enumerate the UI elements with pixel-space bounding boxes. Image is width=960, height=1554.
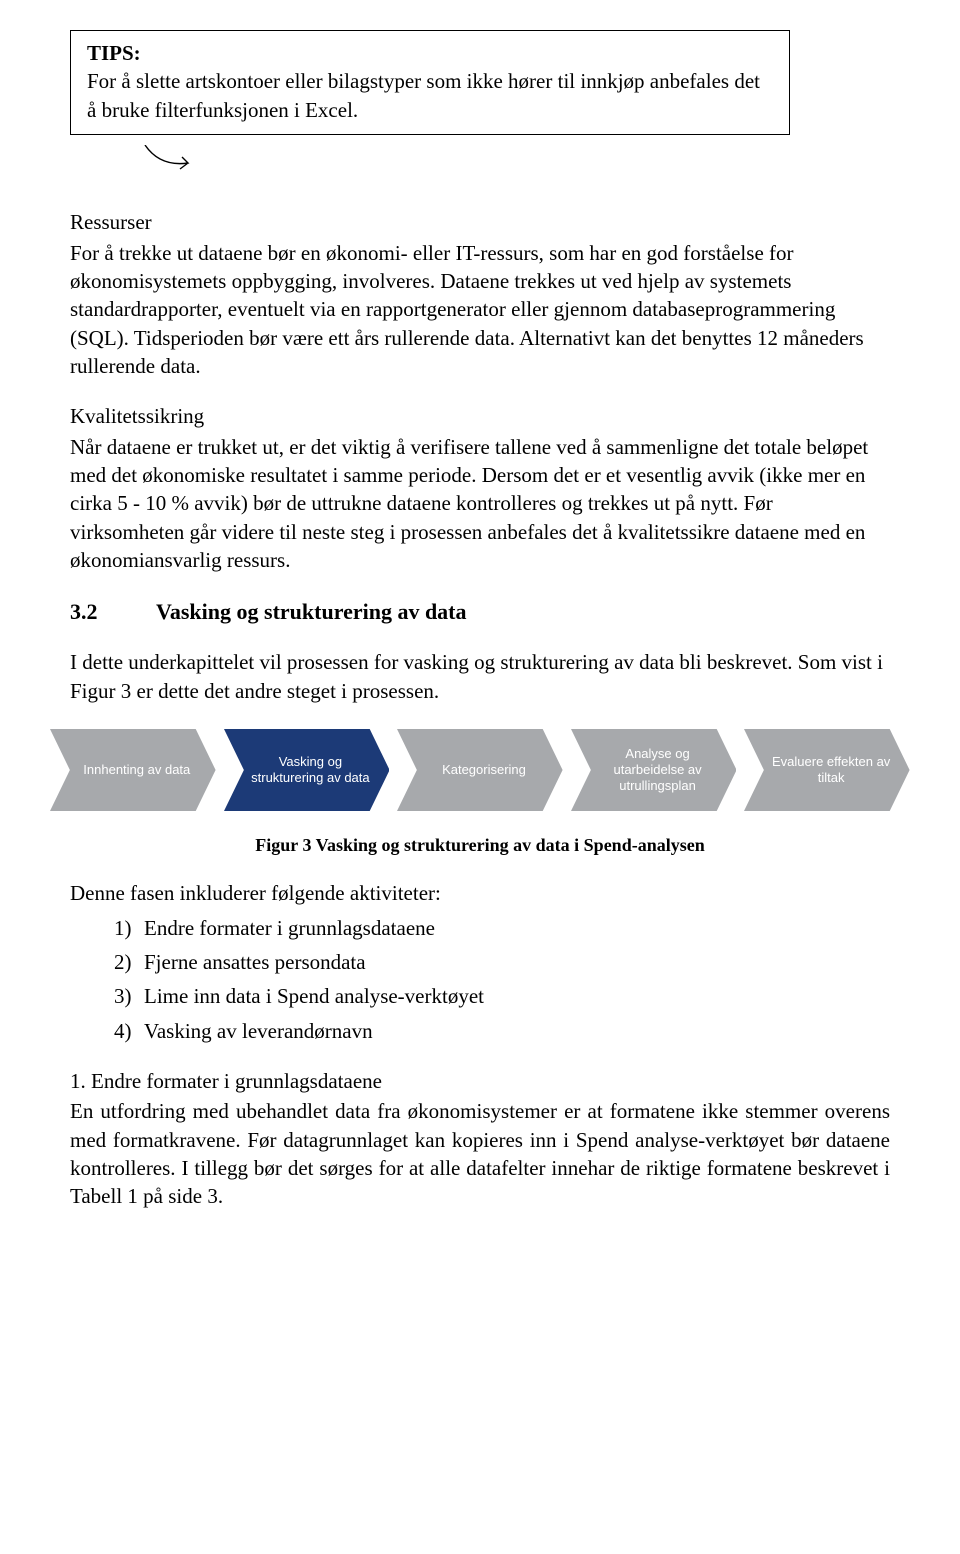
chevron-label: Kategorisering xyxy=(442,762,526,778)
activity-text: Lime inn data i Spend analyse-verktøyet xyxy=(144,984,484,1008)
activity-text: Endre formater i grunnlagsdataene xyxy=(144,916,435,940)
section-title: Vasking og strukturering av data xyxy=(156,599,467,624)
chevron-step-3: Kategorisering xyxy=(397,729,563,811)
sub1-heading: 1. Endre formater i grunnlagsdataene xyxy=(70,1067,890,1095)
figure-3-caption: Figur 3 Vasking og strukturering av data… xyxy=(70,833,890,857)
callout-tail-icon xyxy=(140,145,200,173)
chevron-step-1: Innhenting av data xyxy=(50,729,216,811)
process-chevron-row: Innhenting av data Vasking og strukturer… xyxy=(50,729,910,811)
chevron-label: Innhenting av data xyxy=(83,762,190,778)
chevron-label: Evaluere effekten av tiltak xyxy=(770,754,892,787)
chevron-label: Vasking og strukturering av data xyxy=(250,754,372,787)
chevron-label: Analyse og utarbeidelse av utrullingspla… xyxy=(597,746,719,795)
section-3-2-intro: I dette underkapittelet vil prosessen fo… xyxy=(70,648,890,705)
activities-list: 1)Endre formater i grunnlagsdataene 2)Fj… xyxy=(70,914,890,1045)
tips-body: For å slette artskontoer eller bilagstyp… xyxy=(87,67,773,124)
quality-body: Når dataene er trukket ut, er det viktig… xyxy=(70,433,890,575)
activities-intro: Denne fasen inkluderer følgende aktivite… xyxy=(70,879,890,907)
list-item: 4)Vasking av leverandørnavn xyxy=(114,1017,890,1045)
chevron-step-2: Vasking og strukturering av data xyxy=(224,729,390,811)
tips-callout-box: TIPS: For å slette artskontoer eller bil… xyxy=(70,30,790,135)
tips-title: TIPS: xyxy=(87,39,773,67)
section-3-2-heading: 3.2Vasking og strukturering av data xyxy=(70,597,890,627)
activity-text: Fjerne ansattes persondata xyxy=(144,950,366,974)
chevron-step-5: Evaluere effekten av tiltak xyxy=(744,729,910,811)
section-number: 3.2 xyxy=(70,597,156,627)
list-item: 1)Endre formater i grunnlagsdataene xyxy=(114,914,890,942)
resources-body: For å trekke ut dataene bør en økonomi- … xyxy=(70,239,890,381)
chevron-step-4: Analyse og utarbeidelse av utrullingspla… xyxy=(571,729,737,811)
resources-heading: Ressurser xyxy=(70,208,890,236)
list-item: 2)Fjerne ansattes persondata xyxy=(114,948,890,976)
list-item: 3)Lime inn data i Spend analyse-verktøye… xyxy=(114,982,890,1010)
sub1-body: En utfordring med ubehandlet data fra øk… xyxy=(70,1097,890,1210)
quality-heading: Kvalitetssikring xyxy=(70,402,890,430)
activity-text: Vasking av leverandørnavn xyxy=(144,1019,373,1043)
